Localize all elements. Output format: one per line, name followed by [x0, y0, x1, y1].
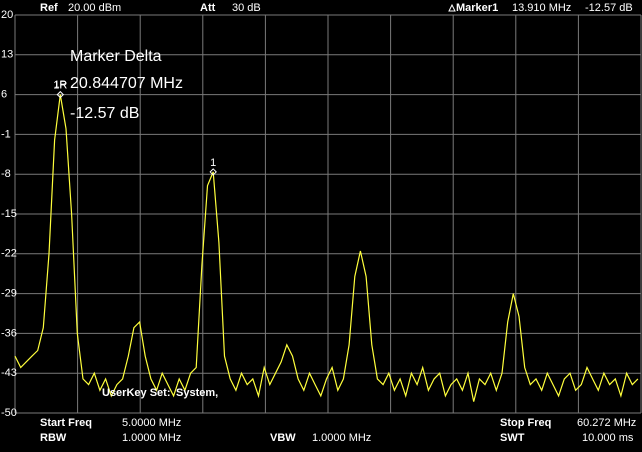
y-tick-label: -8 [1, 168, 11, 180]
vbw-label: VBW [270, 432, 296, 444]
swt-value: 10.000 ms [582, 432, 634, 444]
y-tick-label: -22 [1, 248, 17, 260]
att-label: Att [200, 2, 216, 14]
y-tick-label: 20 [1, 9, 13, 21]
stop-value: 60.272 MHz [577, 417, 636, 429]
delta-icon [448, 3, 456, 12]
userkey-label: UserKey Set: [102, 387, 170, 399]
trace-layer [14, 90, 639, 402]
att-value: 30 dB [232, 2, 261, 14]
ref-value: 20.00 dBm [68, 2, 121, 14]
overlay-title: Marker Delta [70, 48, 162, 65]
y-tick-label: 13 [1, 49, 13, 61]
overlay-level: -12.57 dB [70, 105, 139, 122]
y-tick-label: 6 [1, 89, 7, 101]
ref-label: Ref [40, 2, 58, 14]
marker-diamond [209, 168, 217, 176]
rbw-label: RBW [40, 432, 67, 444]
marker-label: 1 [210, 157, 216, 169]
start-label: Start Freq [40, 417, 92, 429]
marker-level: -12.57 dB [585, 2, 633, 14]
y-tick-label: -36 [1, 327, 17, 339]
vbw-value: 1.0000 MHz [312, 432, 371, 444]
rbw-value: 1.0000 MHz [122, 432, 181, 444]
overlay-ref-tag: 1R [54, 80, 67, 91]
y-tick-label: -50 [1, 407, 17, 419]
grid [14, 14, 642, 414]
y-tick-label: -1 [1, 128, 11, 140]
stop-label: Stop Freq [500, 417, 551, 429]
marker-freq: 13.910 MHz [512, 2, 571, 14]
y-tick-label: -15 [1, 208, 17, 220]
userkey-value: System, [176, 387, 218, 399]
start-value: 5.0000 MHz [122, 417, 181, 429]
swt-label: SWT [500, 432, 525, 444]
overlay-freq: 20.844707 MHz [70, 75, 183, 92]
y-tick-label: -43 [1, 367, 17, 379]
y-tick-label: -29 [1, 288, 17, 300]
trace-line [14, 94, 639, 402]
marker-label: 1R [53, 80, 67, 92]
marker-label: Marker1 [456, 2, 498, 14]
marker-diamond [56, 90, 65, 99]
